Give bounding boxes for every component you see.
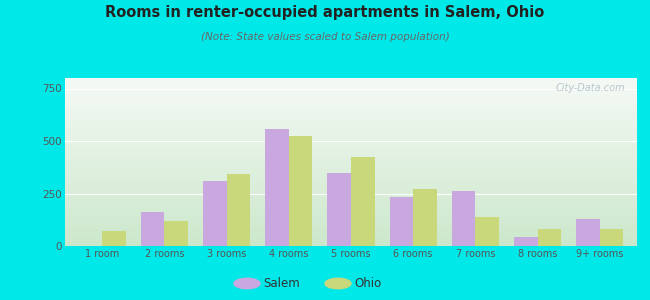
Bar bbox=[389, 197, 413, 246]
Bar bbox=[514, 237, 538, 246]
Text: Ohio: Ohio bbox=[354, 277, 382, 290]
Bar bbox=[452, 191, 475, 246]
Bar bbox=[576, 219, 600, 246]
Bar bbox=[538, 229, 561, 246]
Text: Rooms in renter-occupied apartments in Salem, Ohio: Rooms in renter-occupied apartments in S… bbox=[105, 4, 545, 20]
Text: City-Data.com: City-Data.com bbox=[556, 83, 625, 93]
Bar bbox=[102, 231, 126, 246]
Text: Salem: Salem bbox=[263, 277, 300, 290]
Bar bbox=[289, 136, 313, 246]
Bar bbox=[413, 189, 437, 246]
Bar bbox=[351, 157, 374, 246]
Text: (Note: State values scaled to Salem population): (Note: State values scaled to Salem popu… bbox=[201, 32, 449, 41]
Bar bbox=[265, 129, 289, 246]
Bar bbox=[328, 172, 351, 246]
Bar bbox=[600, 229, 623, 246]
Bar bbox=[203, 181, 227, 246]
Bar bbox=[141, 212, 164, 246]
Bar bbox=[475, 217, 499, 246]
Bar bbox=[164, 221, 188, 246]
Bar bbox=[227, 173, 250, 246]
